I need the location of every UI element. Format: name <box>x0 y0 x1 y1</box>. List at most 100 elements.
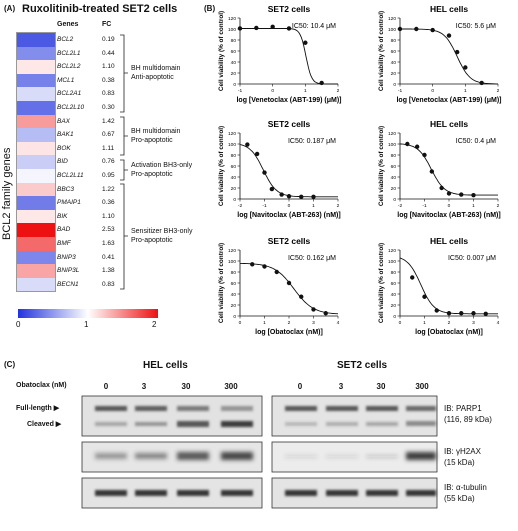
data-point <box>254 151 260 157</box>
gene-label: PMAIP1 <box>57 199 81 207</box>
gene-label: BMF <box>57 239 71 247</box>
fc-value: 0.83 <box>102 90 115 98</box>
ic50-annotation: IC50: 0.4 μM <box>456 138 496 145</box>
data-point <box>279 192 284 197</box>
x-tick-label: 0 <box>448 203 451 209</box>
x-tick-label: 0 <box>288 203 291 209</box>
curve-panel-5: SET2 cells 0 20 40 60 80 100 120 0 1 2 3 4 log [Obato… <box>218 236 340 336</box>
y-tick-label: 40 <box>391 292 397 298</box>
gene-label: BIK <box>57 212 68 220</box>
y-tick-label: 100 <box>388 259 396 265</box>
fc-value: 1.10 <box>102 63 115 71</box>
data-point <box>262 170 267 175</box>
fc-value: 1.42 <box>102 117 115 125</box>
heatmap-cell <box>17 196 55 210</box>
heatmap-cell <box>17 168 55 183</box>
data-point <box>410 275 415 280</box>
gene-label: BCL2A1 <box>57 90 82 98</box>
fc-header: FC <box>102 21 112 28</box>
ic50-annotation: IC50: 5.6 μM <box>456 23 496 30</box>
y-tick-label: 60 <box>391 164 397 170</box>
y-tick-label: 0 <box>393 82 396 88</box>
x-tick-label: 4 <box>497 320 500 326</box>
y-tick-label: 40 <box>231 175 237 181</box>
heatmap-cells <box>16 32 56 293</box>
heatmap-cell <box>17 264 55 278</box>
gene-label: BAX <box>57 117 71 125</box>
data-point <box>414 26 419 32</box>
x-tick-label: 2 <box>288 320 291 326</box>
y-tick-label: 0 <box>393 314 396 320</box>
heatmap-cell <box>17 128 55 142</box>
data-point <box>286 194 292 199</box>
data-point <box>483 311 488 316</box>
y-tick-label: 80 <box>391 153 397 159</box>
set2-western-title: SET2 cells <box>337 360 388 371</box>
data-point <box>262 264 267 269</box>
heatmap-cell <box>17 155 55 169</box>
x-tick-label: -1 <box>398 88 403 94</box>
heatmap-cell <box>17 100 55 115</box>
x-tick-label: -1 <box>422 203 427 209</box>
x-tick-label: 1 <box>312 203 315 209</box>
heatmap-title: Ruxolitinib-treated SET2 cells <box>22 3 178 15</box>
heatmap-cell <box>17 236 55 251</box>
curve-title: HEL cells <box>430 119 468 129</box>
data-point <box>446 311 452 316</box>
curve-panel-3: SET2 cells 0 20 40 60 80 100 120 -2 -1 0 1 2 log [Nav… <box>218 119 341 219</box>
hel-western-title: HEL cells <box>143 360 188 371</box>
panel-b-tag: (B) <box>204 4 216 13</box>
data-point <box>245 142 250 147</box>
gene-label: BNIP3L <box>57 267 80 275</box>
x-tick-label: 0 <box>271 88 274 94</box>
data-point <box>422 294 427 299</box>
y-tick-label: 0 <box>233 82 236 88</box>
colorbar-mid: 1 <box>84 320 89 329</box>
y-tick-label: 80 <box>231 270 237 276</box>
set2-lane-0: 0 <box>297 382 303 391</box>
fc-value: 0.44 <box>102 49 115 57</box>
fc-value: 0.67 <box>102 131 115 139</box>
group-sensitizer-bh3: Sensitizer BH3-only Pro-apoptotic <box>131 228 193 244</box>
data-point <box>311 307 316 312</box>
ic50-annotation: IC50: 0.007 μM <box>448 255 496 262</box>
y-tick-label: 20 <box>231 303 237 309</box>
y-tick-label: 20 <box>231 186 237 192</box>
heatmap-cell <box>17 33 55 47</box>
y-tick-label: 80 <box>231 153 237 159</box>
panel-a-tag: (A) <box>4 4 16 13</box>
data-point <box>454 49 460 55</box>
fc-value: 0.30 <box>102 103 115 111</box>
y-tick-label: 100 <box>228 259 236 265</box>
fc-value: 1.10 <box>102 212 115 220</box>
y-tick-label: 40 <box>391 175 397 181</box>
y-tick-label: 40 <box>231 60 237 66</box>
gene-label: BID <box>57 158 68 166</box>
y-tick-label: 60 <box>391 281 397 287</box>
heatmap-cell <box>17 209 55 224</box>
curve-panel-4: HEL cells 0 20 40 60 80 100 120 -2 -1 0 1 2 log [Navi… <box>378 119 501 219</box>
data-point <box>429 169 435 174</box>
genes-header: Genes <box>57 21 79 28</box>
data-point <box>446 33 452 38</box>
y-tick-label: 100 <box>388 27 396 33</box>
group-multidomain-pro-apoptotic: BH multidomain Pro-apoptotic <box>131 128 181 144</box>
x-tick-label: 3 <box>472 320 475 326</box>
y-tick-label: 20 <box>391 303 397 309</box>
gene-label: BCL2L1 <box>57 49 81 57</box>
heatmap-cell <box>17 250 55 265</box>
gene-label: BECN1 <box>57 280 79 288</box>
hel-lane-30: 30 <box>181 382 191 391</box>
heatmap-cell <box>17 114 55 129</box>
y-tick-label: 120 <box>228 16 236 22</box>
x-axis-label: log [Navitoclax (ABT-263) (nM)] <box>237 212 340 219</box>
x-axis-label: log [Navitoclax (ABT-263) (nM)] <box>397 212 500 219</box>
y-axis-label: Cell viability (% of control) <box>218 126 225 206</box>
data-point <box>463 65 468 70</box>
y-tick-label: 60 <box>231 164 237 170</box>
y-tick-label: 0 <box>393 197 396 203</box>
y-tick-label: 60 <box>391 49 397 55</box>
data-point <box>422 152 427 158</box>
